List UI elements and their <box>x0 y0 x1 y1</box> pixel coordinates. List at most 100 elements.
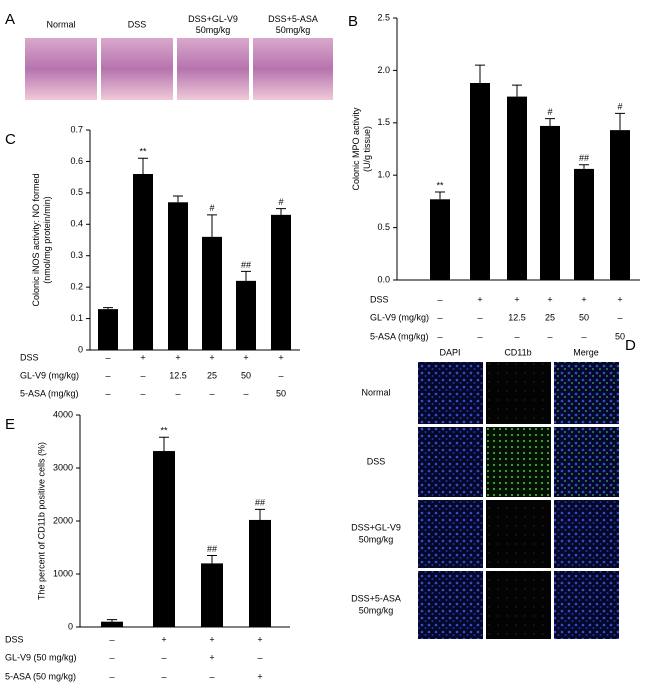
row-label: GL-V9 (mg/kg) <box>370 312 429 322</box>
row-value: 50 <box>579 312 589 322</box>
y-tick-label: 1.0 <box>377 170 390 180</box>
row-value: 50 <box>241 370 251 380</box>
row-label: DSS <box>370 294 389 304</box>
y-tick-label: 2.5 <box>377 12 390 22</box>
annotation: ## <box>579 153 589 163</box>
label: Normal <box>361 387 390 397</box>
row-value: – <box>161 671 166 681</box>
error-bar <box>159 436 169 452</box>
annotation: ** <box>160 426 168 436</box>
row-value: + <box>209 352 214 362</box>
row-label: DSS <box>5 634 24 644</box>
row-value: + <box>278 352 283 362</box>
row-value: – <box>437 312 442 322</box>
row-value: + <box>209 634 214 644</box>
row-value: – <box>105 370 110 380</box>
column-header: DAPI <box>439 347 460 357</box>
row-value: – <box>477 331 482 341</box>
y-tick-label: 1000 <box>53 568 73 578</box>
bar <box>202 236 222 350</box>
row-value: + <box>581 294 586 304</box>
error-bar <box>138 157 148 174</box>
row-value: + <box>477 294 482 304</box>
label: DSS <box>128 19 147 29</box>
error-bar <box>276 208 286 215</box>
row-value: – <box>109 671 114 681</box>
row-label: 5-ASA (mg/kg) <box>20 388 79 398</box>
image <box>486 571 551 639</box>
y-tick-label: 0.5 <box>70 187 83 197</box>
label: DSS+5-ASA <box>351 593 401 603</box>
row-value: – <box>175 388 180 398</box>
bar <box>574 168 594 280</box>
y-tick-label: 2000 <box>53 515 73 525</box>
row-value: – <box>243 388 248 398</box>
row-value: – <box>140 388 145 398</box>
image <box>418 500 483 568</box>
row-value: – <box>437 331 442 341</box>
y-axis-label: Colonic iNOS activity: NO formed <box>31 173 41 306</box>
label: Normal <box>46 19 75 29</box>
image <box>486 500 551 568</box>
bar <box>271 214 291 350</box>
row-value: + <box>243 352 248 362</box>
panel-letter: E <box>5 416 15 433</box>
error-bar <box>545 118 555 126</box>
row-label: 5-ASA (50 mg/kg) <box>5 671 76 681</box>
annotation: # <box>209 203 214 213</box>
y-tick-label: 1.5 <box>377 117 390 127</box>
row-value: – <box>105 388 110 398</box>
label: DSS+5-ASA <box>268 14 318 24</box>
bar <box>168 202 188 350</box>
error-bar <box>435 191 445 200</box>
bar <box>236 280 256 350</box>
bar <box>470 82 490 280</box>
row-value: – <box>209 388 214 398</box>
error-bar <box>255 508 265 520</box>
annotation: ## <box>255 498 265 508</box>
error-bar <box>103 307 113 310</box>
image <box>418 571 483 639</box>
row-value: + <box>161 634 166 644</box>
row-value: – <box>278 370 283 380</box>
row-value: + <box>257 634 262 644</box>
y-tick-label: 0.5 <box>377 222 390 232</box>
image <box>554 571 619 639</box>
bar <box>153 451 175 627</box>
row-value: – <box>161 652 166 662</box>
y-tick-label: 0 <box>68 621 73 631</box>
image <box>554 362 619 424</box>
row-value: 12.5 <box>169 370 187 380</box>
row-value: – <box>109 634 114 644</box>
row-value: – <box>514 331 519 341</box>
error-bar <box>475 64 485 83</box>
image <box>554 427 619 497</box>
label: 50mg/kg <box>276 25 311 35</box>
histology-image <box>25 38 97 100</box>
panel-letter: B <box>348 13 358 30</box>
row-value: – <box>617 312 622 322</box>
row-value: – <box>581 331 586 341</box>
row-value: – <box>437 294 442 304</box>
row-value: – <box>477 312 482 322</box>
row-value: 25 <box>207 370 217 380</box>
row-label: GL-V9 (mg/kg) <box>20 370 79 380</box>
error-bar <box>207 554 217 564</box>
row-value: – <box>140 370 145 380</box>
error-bar <box>241 270 251 281</box>
image <box>418 362 483 424</box>
bar <box>201 563 223 627</box>
y-tick-label: 0.4 <box>70 219 83 229</box>
annotation: # <box>617 102 622 112</box>
y-tick-label: 0.6 <box>70 156 83 166</box>
panel-letter: A <box>5 11 15 28</box>
label: DSS+GL-V9 <box>351 522 401 532</box>
row-value: + <box>209 652 214 662</box>
label: 50mg/kg <box>196 25 231 35</box>
label: DSS <box>367 456 386 466</box>
row-value: – <box>109 652 114 662</box>
panel-letter: C <box>5 131 16 148</box>
row-value: + <box>140 352 145 362</box>
row-value: 25 <box>545 312 555 322</box>
y-tick-label: 0.0 <box>377 274 390 284</box>
